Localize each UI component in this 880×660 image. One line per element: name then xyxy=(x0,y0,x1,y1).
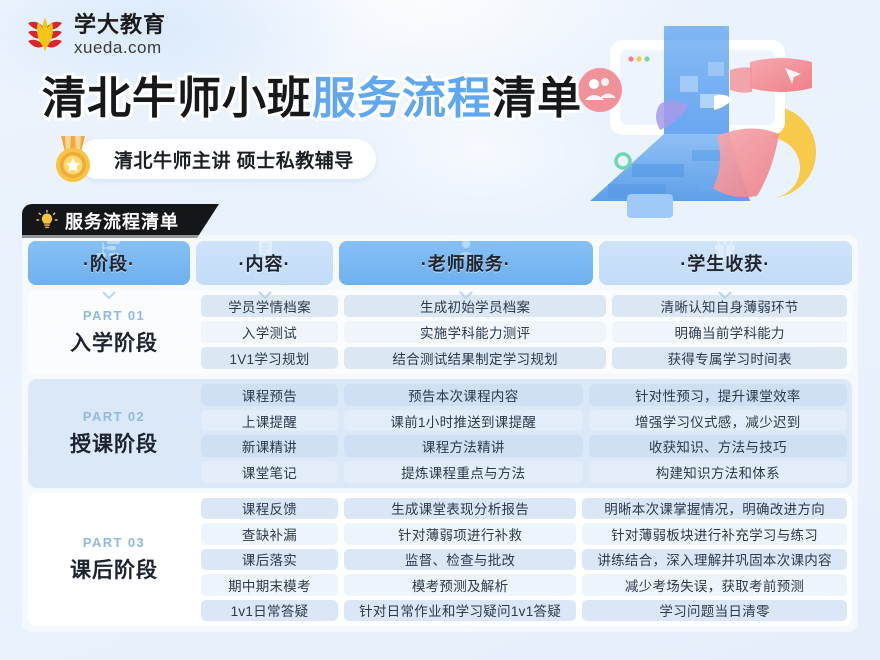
table-cell-student[interactable]: 减少考场失误，获取考前预测 xyxy=(582,574,847,596)
table-header-label: ·内容· xyxy=(238,254,291,274)
hero-illustration xyxy=(572,18,872,233)
column-student: 明晰本次课掌握情况，明确改进方向 针对薄弱板块进行补充学习与练习 讲练结合，深入理解… xyxy=(582,497,847,622)
table-cell-content[interactable]: 期中期末模考 xyxy=(201,574,338,596)
column-content: 课程反馈查缺补漏课后落实期中期末模考 1v1日常答疑 xyxy=(201,497,338,622)
table-cell-student[interactable]: 收获知识、方法与技巧 xyxy=(588,435,848,458)
stage-cell-1[interactable]: PART 01 入学阶段 xyxy=(33,295,195,369)
column-teacher: 生成初始学员档案 实施学科能力测评 结合测试结果制定学习规划 xyxy=(344,295,607,369)
table-cell-content[interactable]: 查缺补漏 xyxy=(201,523,338,545)
table-cell-teacher[interactable]: 生成课堂表现分析报告 xyxy=(344,497,577,520)
subtitle-pill: 清北牛师主讲 硕士私教辅导 xyxy=(78,139,376,179)
table-cell-teacher[interactable]: 预告本次课程内容 xyxy=(344,384,583,406)
stage-block-2: PART 02 授课阶段 课程预告 上课提醒 新课精讲 课堂笔记 预告本次课程内容 课前1小… xyxy=(28,379,852,488)
lightbulb-icon xyxy=(36,210,58,232)
stage-block-3: PART 03 课后阶段 课程反馈 查缺补漏 课后落实 期中期末模考 1v1日常答疑 生成课… xyxy=(28,492,852,626)
stage-part-number: PART 01 xyxy=(82,307,146,323)
column-teacher: 预告本次课程内容 课前1小时推送到课提醒 课程方法精讲 提炼课程重点与方法 xyxy=(344,384,583,483)
table-cell-content[interactable]: 课程反馈 xyxy=(201,497,338,520)
table-cell-content[interactable]: 1v1日常答疑 xyxy=(201,599,338,622)
table-header-4[interactable]: ·学生收获· xyxy=(598,241,852,299)
table-cell-teacher[interactable]: 针对日常作业和学习疑问1v1答疑 xyxy=(344,599,577,622)
stage-cell-3[interactable]: PART 03 课后阶段 xyxy=(33,498,195,621)
table-header-row: ·阶段· ·内容· ·老师服务· ·学生收获· xyxy=(28,241,852,299)
table-header-2[interactable]: ·内容· xyxy=(196,241,333,299)
table-cell-content[interactable]: 新课精讲 xyxy=(201,435,338,458)
table-cell-student[interactable]: 学习问题当日清零 xyxy=(582,599,847,622)
table-cell-teacher[interactable]: 课程方法精讲 xyxy=(344,435,583,458)
table-header-1[interactable]: ·阶段· xyxy=(28,241,190,299)
table-cell-student[interactable]: 针对性预习，提升课堂效率 xyxy=(588,384,848,406)
column-teacher: 生成课堂表现分析报告 针对薄弱项进行补救 监督、检查与批改 模考预测及解析 针对日常作业… xyxy=(344,497,577,622)
stage-cell-2[interactable]: PART 02 授课阶段 xyxy=(33,384,195,483)
table-cell-student[interactable]: 获得专属学习时间表 xyxy=(612,347,848,369)
brand-logo: 学大教育 xueda.com xyxy=(24,14,166,56)
column-content: 学员学情档案 入学测试 1V1学习规划 xyxy=(201,295,338,369)
table-cell-content[interactable]: 课后落实 xyxy=(201,548,338,571)
document-icon xyxy=(252,241,278,270)
column-content: 课程预告上课提醒新课精讲课堂笔记 xyxy=(201,384,338,483)
table-cell-student[interactable]: 清晰认知自身薄弱环节 xyxy=(612,295,848,317)
page-title: 清北牛师小班服务流程清单 xyxy=(39,62,584,126)
service-flow-table: ·阶段· ·内容· ·老师服务· ·学生收获· PART 01 入学阶段 学员学情… xyxy=(22,235,858,632)
column-student: 针对性预习，提升课堂效率 增强学习仪式感，减少迟到 收获知识、方法与技巧 构建知识方法… xyxy=(588,384,848,483)
gift-icon xyxy=(711,241,739,270)
stage-part-number: PART 03 xyxy=(82,534,146,550)
chevron-down-icon xyxy=(102,287,116,299)
stage-block-1: PART 01 入学阶段 学员学情档案 入学测试 1V1学习规划 生成初始学员档案 实施学… xyxy=(28,290,852,374)
table-cell-teacher[interactable]: 实施学科能力测评 xyxy=(344,321,607,343)
subtitle-group: 清北牛师主讲 硕士私教辅导 xyxy=(50,133,376,185)
table-cell-teacher[interactable]: 提炼课程重点与方法 xyxy=(344,461,583,483)
table-cell-teacher[interactable]: 生成初始学员档案 xyxy=(344,295,607,317)
stage-name: 入学阶段 xyxy=(70,331,158,355)
table-cell-content[interactable]: 课程预告 xyxy=(201,384,338,406)
table-body: ·阶段· ·内容· ·老师服务· ·学生收获· PART 01 入学阶段 学员学情… xyxy=(28,241,852,626)
table-cell-teacher[interactable]: 结合测试结果制定学习规划 xyxy=(344,347,607,369)
brand-name-en: xueda.com xyxy=(74,38,162,57)
xueda-diamond-logo-icon xyxy=(24,14,66,56)
table-cell-student[interactable]: 讲练结合，深入理解并巩固本次课内容 xyxy=(582,548,847,571)
stage-part-number: PART 02 xyxy=(82,408,146,424)
table-header-label: ·老师服务· xyxy=(420,254,511,274)
table-cell-teacher[interactable]: 针对薄弱项进行补救 xyxy=(344,523,577,545)
table-cell-content[interactable]: 1V1学习规划 xyxy=(201,347,338,369)
subtitle-text: 清北牛师主讲 硕士私教辅导 xyxy=(114,150,354,172)
chevron-down-icon xyxy=(258,287,272,299)
table-cell-content[interactable]: 入学测试 xyxy=(201,321,338,343)
column-student: 清晰认知自身薄弱环节 明确当前学科能力 获得专属学习时间表 xyxy=(612,295,848,369)
table-cell-content[interactable]: 课堂笔记 xyxy=(201,461,338,483)
table-cell-teacher[interactable]: 模考预测及解析 xyxy=(344,574,577,596)
page-title-part2: 服务流程 xyxy=(309,71,494,126)
chevron-down-icon xyxy=(718,287,732,299)
section-tab-label: 服务流程清单 xyxy=(65,212,179,232)
table-cell-student[interactable]: 增强学习仪式感，减少迟到 xyxy=(588,409,848,432)
table-cell-content[interactable]: 学员学情档案 xyxy=(201,295,338,317)
table-header-3[interactable]: ·老师服务· xyxy=(339,241,593,299)
hierarchy-icon xyxy=(94,241,124,268)
table-header-label: ·学生收获· xyxy=(680,254,771,274)
table-cell-teacher[interactable]: 课前1小时推送到课提醒 xyxy=(344,409,583,432)
gold-medal-icon xyxy=(50,133,96,185)
table-cell-student[interactable]: 构建知识方法和体系 xyxy=(588,461,848,483)
chevron-down-icon xyxy=(459,287,473,299)
stage-name: 课后阶段 xyxy=(70,558,158,582)
table-cell-student[interactable]: 针对薄弱板块进行补充学习与练习 xyxy=(582,523,847,545)
table-header-label: ·阶段· xyxy=(83,254,135,274)
page-title-part3: 清单 xyxy=(489,71,584,126)
table-cell-student[interactable]: 明确当前学科能力 xyxy=(612,321,848,343)
table-cell-teacher[interactable]: 监督、检查与批改 xyxy=(344,548,577,571)
page-title-part1: 清北牛师小班 xyxy=(39,71,314,126)
table-cell-content[interactable]: 上课提醒 xyxy=(201,409,338,432)
teacher-person-icon xyxy=(452,241,480,270)
section-tab: 服务流程清单 xyxy=(22,204,219,238)
brand-name-cn: 学大教育 xyxy=(74,12,167,37)
stage-name: 授课阶段 xyxy=(70,432,158,456)
table-cell-student[interactable]: 明晰本次课掌握情况，明确改进方向 xyxy=(582,497,847,520)
